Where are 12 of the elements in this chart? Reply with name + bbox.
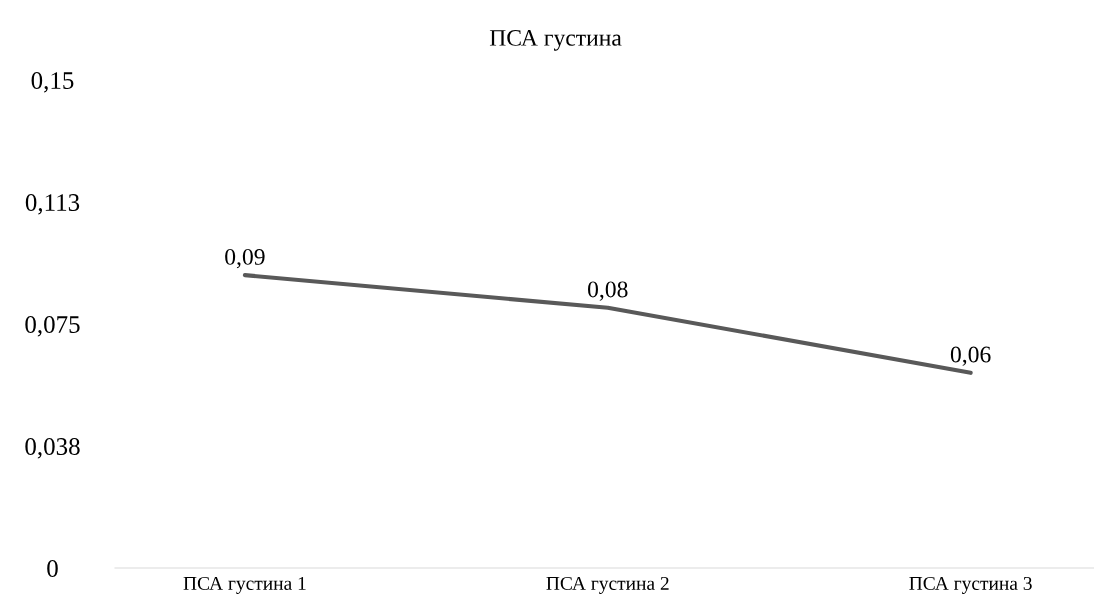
text: 0,09 <box>225 248 265 269</box>
y-tick-label: 0 <box>47 560 58 577</box>
x-tick-label: ПСА густина 1 <box>183 576 306 594</box>
y-tick-label: 0,113 <box>25 194 80 215</box>
text: 0,08 <box>588 281 628 301</box>
x-tick-label: ПСА густина 3 <box>909 576 1032 594</box>
y-tick-label: 0,075 <box>25 316 80 337</box>
x-tick-label: ПСА густина 2 <box>546 576 669 594</box>
chart-title: ПСА густина <box>489 29 622 51</box>
y-tick-label: 0,038 <box>25 438 80 459</box>
text: 0,06 <box>950 346 991 366</box>
y-tick-label: 0,15 <box>31 72 74 93</box>
